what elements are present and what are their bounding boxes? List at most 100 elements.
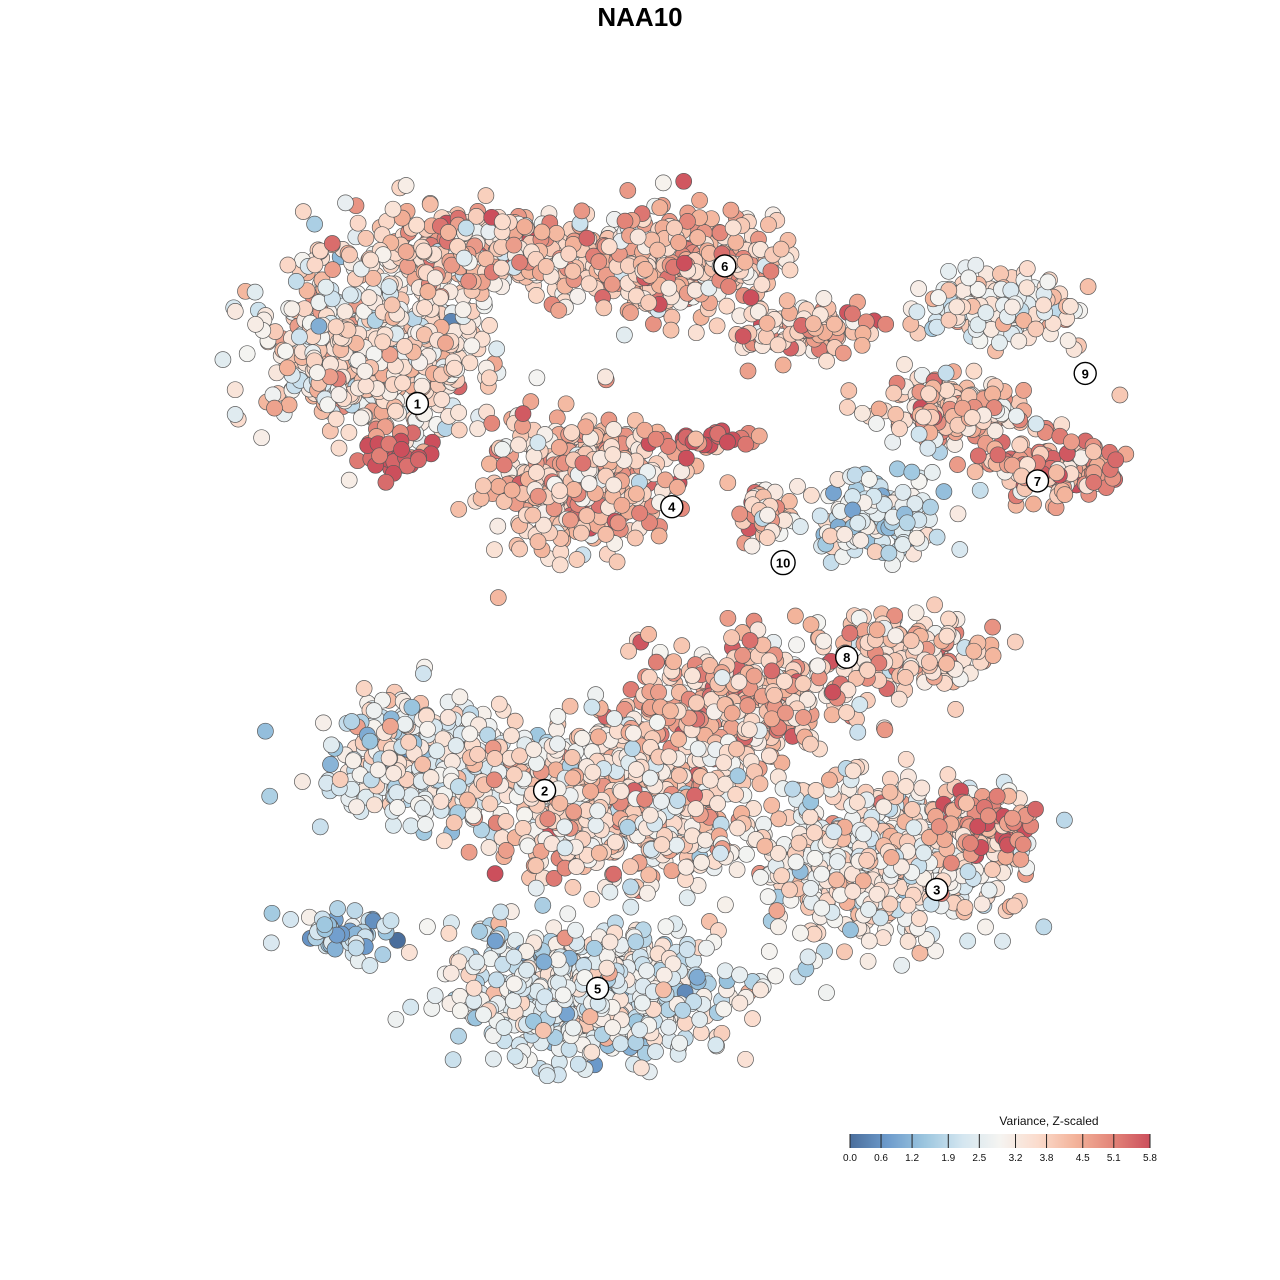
- data-point: [384, 200, 402, 218]
- data-point: [1085, 443, 1102, 461]
- data-point: [1061, 298, 1079, 315]
- data-point: [709, 795, 726, 812]
- data-point: [440, 224, 457, 241]
- data-point: [460, 272, 478, 290]
- data-point: [882, 849, 900, 866]
- data-point: [834, 344, 852, 362]
- data-point: [563, 749, 581, 766]
- data-point: [550, 302, 568, 319]
- data-point: [988, 787, 1006, 805]
- data-point: [408, 216, 426, 234]
- data-point: [277, 342, 294, 360]
- data-point: [678, 449, 695, 467]
- data-point: [311, 818, 329, 836]
- data-point: [1056, 811, 1073, 829]
- data-point: [717, 896, 734, 914]
- data-point: [428, 742, 446, 760]
- data-point: [947, 701, 964, 718]
- data-point: [1025, 495, 1042, 513]
- data-point: [961, 834, 979, 852]
- data-point: [451, 688, 469, 706]
- data-point: [612, 782, 630, 800]
- data-point: [821, 527, 839, 545]
- data-point: [645, 315, 662, 333]
- data-point: [605, 421, 623, 438]
- data-point: [956, 899, 974, 916]
- data-point: [506, 712, 524, 730]
- data-point: [930, 289, 947, 306]
- data-point: [677, 858, 695, 876]
- data-point: [413, 377, 431, 395]
- data-point: [897, 778, 915, 795]
- data-point: [415, 242, 433, 260]
- data-point: [641, 769, 659, 787]
- data-point: [564, 769, 582, 787]
- data-point: [629, 228, 647, 246]
- data-point: [625, 724, 642, 742]
- data-point: [719, 474, 737, 492]
- data-point: [450, 500, 468, 518]
- data-point: [238, 345, 256, 363]
- data-point: [257, 722, 274, 740]
- data-point: [809, 657, 827, 675]
- data-point: [824, 683, 842, 701]
- data-point: [568, 551, 586, 568]
- data-point: [908, 303, 926, 321]
- data-point: [858, 851, 876, 869]
- data-point: [839, 398, 856, 416]
- data-point: [511, 254, 528, 271]
- data-point: [382, 717, 399, 735]
- data-point: [736, 253, 754, 271]
- data-point: [980, 807, 997, 825]
- data-point: [734, 327, 752, 345]
- data-point: [734, 646, 751, 664]
- data-point: [1005, 897, 1023, 915]
- data-point: [564, 879, 582, 896]
- data-point: [938, 627, 956, 645]
- data-point: [691, 191, 708, 209]
- data-point: [308, 364, 326, 381]
- data-point: [641, 806, 659, 824]
- data-point: [781, 261, 799, 279]
- data-point: [855, 825, 873, 843]
- data-point: [1048, 464, 1065, 482]
- data-point: [609, 514, 627, 532]
- data-point: [605, 476, 623, 494]
- data-point: [589, 802, 607, 820]
- data-point: [495, 456, 513, 474]
- data-point: [324, 261, 341, 278]
- data-point: [226, 381, 244, 399]
- data-point: [921, 653, 938, 671]
- data-point: [528, 754, 545, 772]
- data-point: [1018, 279, 1036, 297]
- data-point: [1012, 851, 1030, 868]
- data-point: [766, 686, 783, 704]
- data-point: [548, 225, 565, 242]
- data-point: [636, 791, 654, 808]
- data-point: [355, 680, 373, 697]
- data-point: [616, 326, 633, 344]
- data-point: [788, 636, 805, 654]
- data-point: [489, 517, 507, 535]
- data-point: [606, 833, 624, 851]
- data-point: [687, 430, 705, 448]
- data-point: [620, 642, 637, 660]
- data-point: [794, 675, 812, 692]
- data-point: [913, 779, 931, 797]
- data-point: [760, 216, 777, 234]
- data-point: [414, 799, 431, 817]
- data-point: [344, 752, 362, 770]
- data-point: [283, 300, 301, 318]
- data-point: [923, 464, 941, 481]
- data-point: [481, 795, 499, 813]
- data-point: [1107, 451, 1125, 469]
- data-point: [483, 414, 501, 432]
- data-point: [758, 314, 776, 332]
- data-point: [897, 750, 915, 768]
- data-point: [291, 328, 308, 346]
- data-point: [673, 637, 691, 654]
- data-point: [380, 749, 398, 767]
- data-point: [874, 929, 892, 947]
- data-point: [801, 808, 819, 826]
- data-point: [649, 714, 666, 731]
